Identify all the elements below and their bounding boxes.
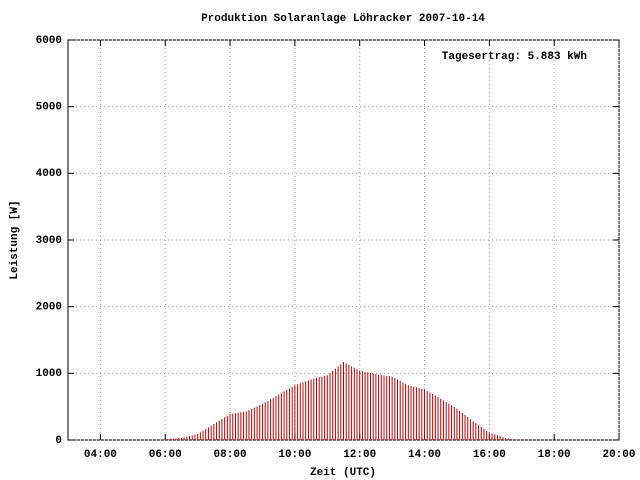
x-tick-label: 18:00 <box>538 449 571 461</box>
x-tick-label: 20:00 <box>602 449 635 461</box>
y-tick-label: 0 <box>55 435 62 447</box>
y-tick-label: 2000 <box>36 302 62 314</box>
y-tick-label: 3000 <box>36 235 62 247</box>
x-tick-label: 12:00 <box>343 449 376 461</box>
y-tick-label: 1000 <box>36 368 62 380</box>
y-tick-label: 6000 <box>36 35 62 47</box>
x-tick-label: 10:00 <box>278 449 311 461</box>
x-tick-label: 08:00 <box>214 449 247 461</box>
chart-title: Produktion Solaranlage Löhracker 2007-10… <box>201 13 485 25</box>
x-axis-label: Zeit (UTC) <box>310 467 376 479</box>
y-axis-label: Leistung [W] <box>9 200 21 279</box>
y-tick-label: 5000 <box>36 102 62 114</box>
annotation: Tagesertrag: 5.883 kWh <box>442 51 587 63</box>
x-tick-label: 06:00 <box>149 449 182 461</box>
x-tick-label: 16:00 <box>473 449 506 461</box>
y-tick-label: 4000 <box>36 168 62 180</box>
x-tick-label: 04:00 <box>84 449 117 461</box>
x-tick-label: 14:00 <box>408 449 441 461</box>
